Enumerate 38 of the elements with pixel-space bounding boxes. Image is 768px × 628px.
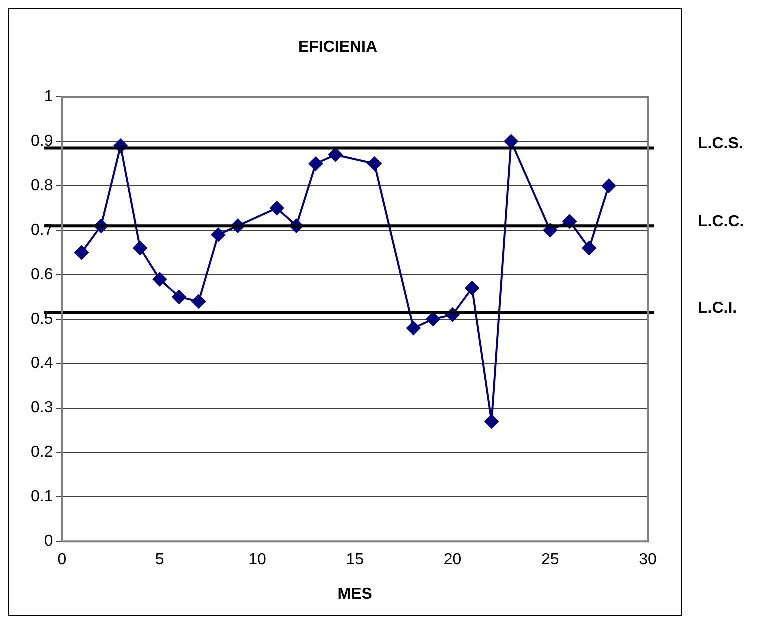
y-tick-label: 0.3 xyxy=(30,400,54,417)
point xyxy=(211,228,226,242)
ref-line-label: L.C.I. xyxy=(698,300,738,318)
ref-line-label: L.C.S. xyxy=(698,136,744,153)
y-tick-label: 0.9 xyxy=(30,133,54,150)
y-tick-label: 0.8 xyxy=(30,177,54,194)
y-tick-label: 1 xyxy=(44,88,54,106)
point xyxy=(602,179,616,194)
x-axis-title: MES xyxy=(338,586,373,603)
ref-line-label: L.C.C. xyxy=(698,213,744,230)
x-tick-label: 0 xyxy=(58,552,67,569)
point xyxy=(270,201,284,216)
x-tick-label: 30 xyxy=(639,552,657,569)
point xyxy=(465,281,480,296)
y-tick-label: 0.2 xyxy=(30,444,54,462)
chart-title: EFICIENIA xyxy=(298,39,378,56)
x-tick-label: 5 xyxy=(155,552,164,569)
point xyxy=(133,241,148,256)
point xyxy=(192,294,206,309)
x-tick-label: 15 xyxy=(346,552,364,569)
x-tick-label: 20 xyxy=(444,552,462,569)
point xyxy=(74,246,89,260)
point xyxy=(504,134,518,149)
point xyxy=(309,156,324,171)
point xyxy=(328,148,343,162)
point xyxy=(172,290,186,304)
y-tick-label: 0.6 xyxy=(30,266,54,284)
point xyxy=(406,321,421,336)
y-tick-label: 0.1 xyxy=(30,488,54,506)
x-tick-label: 25 xyxy=(541,552,560,569)
y-tick-label: 0.4 xyxy=(30,355,54,372)
point xyxy=(368,156,382,171)
point xyxy=(484,414,499,429)
y-tick-label: 0 xyxy=(44,533,54,550)
point xyxy=(582,241,596,256)
point xyxy=(426,312,440,326)
x-tick-label: 10 xyxy=(248,552,266,569)
point xyxy=(152,272,167,286)
